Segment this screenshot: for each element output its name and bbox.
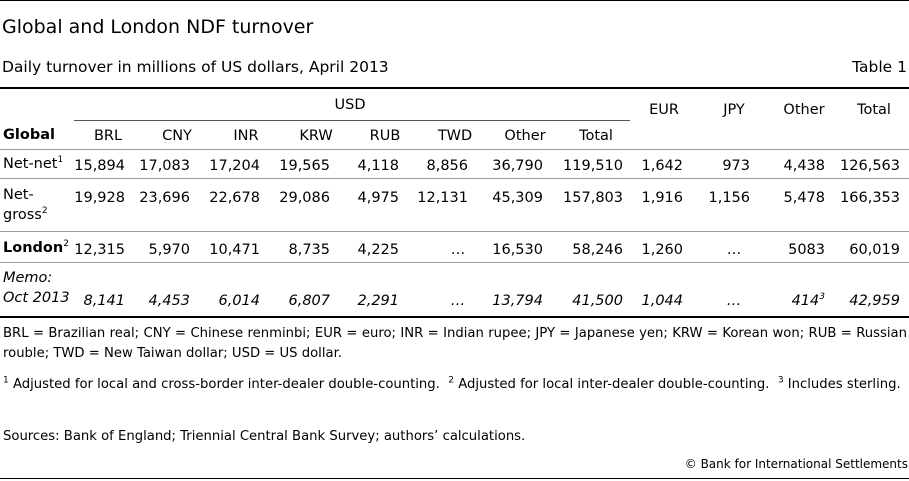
footnotes: 1 Adjusted for local and cross-border in… [3,375,901,392]
col-header-usd-other: Other [504,128,546,144]
cell: 29,086 [279,190,330,206]
bottom-rule [0,478,909,479]
cell: 6,807 [288,293,330,309]
cell: 973 [722,158,750,174]
top-rule [0,0,909,1]
cell: 4,225 [357,242,399,258]
col-header-other: Other [783,102,825,118]
cell: 1,260 [641,242,683,258]
row-label-memo-line1: Memo: [3,270,53,286]
cell: 17,204 [209,158,260,174]
cell: … [726,293,742,309]
cell: 1,916 [641,190,683,206]
cell: 166,353 [840,190,900,206]
col-header-rub: RUB [369,128,401,144]
col-header-usd-total: Total [579,128,613,144]
cell: 58,246 [572,242,623,258]
abbreviations-note: BRL = Brazilian real; CNY = Chinese renm… [3,326,907,361]
cell: 126,563 [840,158,900,174]
sources-note: Sources: Bank of England; Triennial Cent… [3,429,526,444]
col-header-inr: INR [233,128,259,144]
cell: 5083 [788,242,825,258]
cell: 41,500 [572,293,623,309]
corner-label-global: Global [3,127,55,143]
col-header-cny: CNY [162,128,192,144]
cell: 45,309 [492,190,543,206]
cell: 12,315 [74,242,125,258]
row-label-london: London2 [3,239,69,256]
cell: 15,894 [74,158,125,174]
cell: 19,565 [279,158,330,174]
header-rule [0,149,909,150]
cell: 16,530 [492,242,543,258]
row-label-net-net: Net-net1 [3,155,64,172]
cell: … [450,293,466,309]
cell: 2,291 [357,293,399,309]
usd-group-rule [74,120,630,121]
cell: 17,083 [139,158,190,174]
col-header-twd: TWD [437,128,473,144]
cell: 157,803 [563,190,623,206]
cell: … [726,242,742,258]
cell: 12,131 [417,190,468,206]
row-rule [0,231,909,232]
col-header-total: Total [857,102,891,118]
table-bottom-rule [0,316,909,318]
cell: 13,794 [492,293,543,309]
col-header-krw: KRW [299,128,333,144]
table-number: Table 1 [852,58,907,76]
cell: 4,438 [783,158,825,174]
cell: 19,928 [74,190,125,206]
cell: 4,453 [148,293,190,309]
cell: 1,044 [641,293,683,309]
row-label-net-gross-line1: Net- [3,187,34,203]
table-title: Global and London NDF turnover [2,16,314,38]
cell: 10,471 [209,242,260,258]
cell: 8,141 [83,293,125,309]
table-subtitle: Daily turnover in millions of US dollars… [2,58,389,76]
row-rule [0,178,909,179]
row-label-net-gross-line2: gross2 [3,206,48,223]
col-header-jpy: JPY [723,102,745,118]
cell: 119,510 [563,158,623,174]
cell: 42,959 [849,293,900,309]
col-header-eur: EUR [649,102,679,118]
usd-group-header: USD [334,97,366,113]
cell: 4,975 [357,190,399,206]
cell: 1,642 [641,158,683,174]
row-rule [0,262,909,263]
cell: 36,790 [492,158,543,174]
cell: 5,478 [783,190,825,206]
cell: 8,856 [426,158,468,174]
cell: 5,970 [148,242,190,258]
row-label-memo-line2: Oct 2013 [3,290,70,306]
col-header-brl: BRL [93,128,123,144]
cell: 60,019 [849,242,900,258]
cell: 1,156 [708,190,750,206]
table-top-rule [0,87,909,89]
cell: … [450,242,466,258]
cell: 8,735 [288,242,330,258]
copyright: © Bank for International Settlements [684,457,908,471]
cell: 6,014 [218,293,260,309]
cell: 23,696 [139,190,190,206]
cell: 4143 [791,292,825,309]
cell: 22,678 [209,190,260,206]
cell: 4,118 [357,158,399,174]
